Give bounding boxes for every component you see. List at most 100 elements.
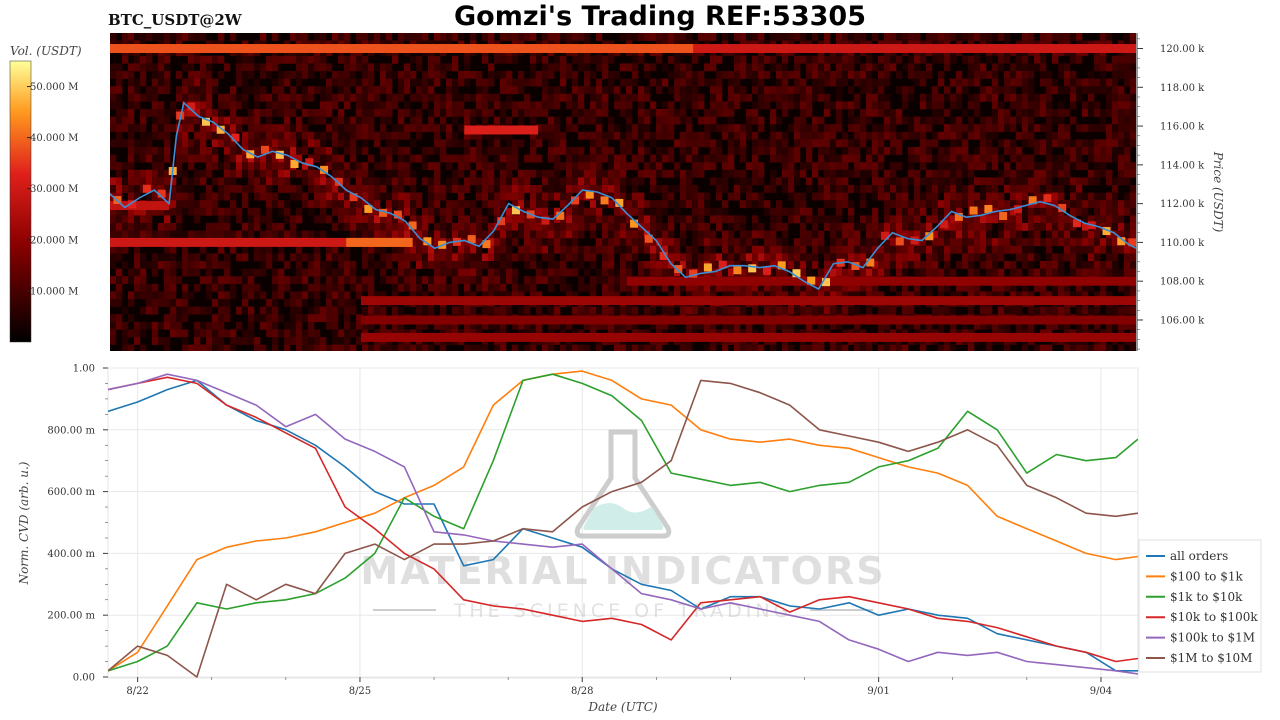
heatmap-cell — [314, 344, 321, 351]
heatmap-cell — [620, 344, 627, 351]
heatmap-cell — [446, 268, 453, 277]
heatmap-cell — [836, 154, 843, 163]
heatmap-cell — [338, 169, 345, 178]
heatmap-cell — [530, 245, 537, 254]
heatmap-cell — [326, 306, 333, 315]
heatmap-cell — [800, 238, 807, 247]
heatmap-cell — [656, 230, 663, 239]
heatmap-cell — [128, 177, 135, 186]
heatmap-cell — [788, 147, 795, 155]
heatmap-cell — [584, 86, 591, 95]
heatmap-cell — [158, 55, 165, 64]
heatmap-cell — [1010, 245, 1017, 254]
heatmap-cell — [320, 337, 327, 345]
heatmap-cell — [500, 283, 507, 292]
heatmap-cell — [500, 109, 507, 117]
heatmap-cell — [488, 291, 495, 300]
heatmap-cell — [980, 192, 987, 201]
heatmap-cell — [512, 344, 519, 351]
heatmap-cell — [914, 169, 921, 178]
heatmap-cell — [428, 162, 435, 171]
heatmap-cell — [188, 344, 195, 351]
heatmap-cell — [680, 139, 687, 148]
heatmap-cell — [902, 192, 909, 201]
heatmap-cell — [836, 268, 843, 277]
heatmap-cell — [710, 177, 717, 186]
heatmap-cell — [170, 321, 177, 330]
heatmap-cell — [950, 230, 957, 239]
heatmap-cell — [596, 344, 603, 351]
heatmap-cell — [848, 154, 855, 163]
heatmap-cell — [812, 162, 819, 171]
heatmap-cell — [770, 238, 777, 247]
heatmap-cell — [500, 78, 507, 87]
heatmap-cell — [542, 177, 549, 186]
heatmap-cell — [554, 154, 561, 163]
heatmap-cell — [518, 200, 525, 209]
heatmap-cell — [992, 124, 999, 133]
heatmap-cell — [164, 215, 171, 224]
heatmap-cell — [614, 124, 621, 133]
heatmap-cell — [536, 245, 543, 254]
heatmap-cell — [830, 253, 837, 262]
heatmap-cell — [818, 291, 825, 300]
heatmap-cell — [140, 283, 147, 292]
colorbar-tick-label: 10.000 M — [30, 286, 78, 297]
heatmap-cell — [632, 71, 639, 79]
heatmap-cell — [896, 268, 903, 277]
heatmap-cell — [878, 109, 885, 117]
heatmap-cell — [962, 230, 969, 239]
heatmap-cell — [458, 207, 465, 216]
heatmap-cell — [938, 200, 945, 209]
heatmap-cell — [704, 253, 711, 262]
heatmap-cell — [350, 116, 357, 125]
heatmap-cell — [932, 177, 939, 186]
heatmap-cell — [902, 33, 909, 41]
heatmap-cell — [602, 109, 609, 117]
heatmap-cell — [698, 230, 705, 239]
heatmap-cell — [608, 268, 615, 277]
heatmap-cell — [146, 283, 153, 292]
heatmap-cell — [248, 306, 255, 315]
heatmap-cell — [836, 162, 843, 171]
heatmap-cell — [452, 63, 459, 72]
heatmap-cell — [260, 71, 267, 79]
heatmap-cell — [482, 253, 489, 262]
heatmap-cell — [926, 238, 933, 247]
heatmap-cell — [524, 177, 531, 186]
heatmap-cell — [704, 230, 711, 239]
heatmap-cell — [470, 253, 477, 262]
heatmap-cell — [518, 169, 525, 178]
heatmap-cell — [980, 131, 987, 140]
heatmap-cell — [260, 162, 267, 171]
heatmap-cell — [776, 177, 783, 186]
heatmap-cell — [488, 33, 495, 41]
heatmap-cell — [890, 162, 897, 171]
heatmap-cell — [158, 131, 165, 140]
heatmap-cell — [674, 63, 681, 72]
heatmap-cell — [926, 169, 933, 178]
heatmap-cell — [188, 63, 195, 72]
heatmap-cell — [644, 306, 651, 315]
heatmap-cell — [608, 169, 615, 178]
heatmap-cell — [374, 344, 381, 351]
heatmap-cell — [650, 200, 657, 209]
heatmap-cell — [380, 124, 387, 133]
heatmap-cell — [194, 261, 201, 269]
heatmap-cell — [296, 192, 303, 201]
heatmap-cell — [602, 283, 609, 292]
heatmap-cell — [272, 329, 279, 338]
heatmap-cell — [896, 162, 903, 171]
heatmap-cell — [812, 63, 819, 72]
heatmap-cell — [986, 230, 993, 239]
heatmap-cell — [788, 253, 795, 262]
heatmap-cell — [152, 124, 159, 133]
heatmap-cell — [386, 215, 393, 224]
heatmap-cell — [116, 230, 123, 239]
heatmap-cell — [782, 162, 789, 171]
heatmap-cell — [752, 116, 759, 125]
heatmap-cell — [944, 283, 951, 292]
heatmap-cell — [704, 291, 711, 300]
heatmap-cell — [938, 101, 945, 110]
heatmap-cell — [626, 139, 633, 148]
